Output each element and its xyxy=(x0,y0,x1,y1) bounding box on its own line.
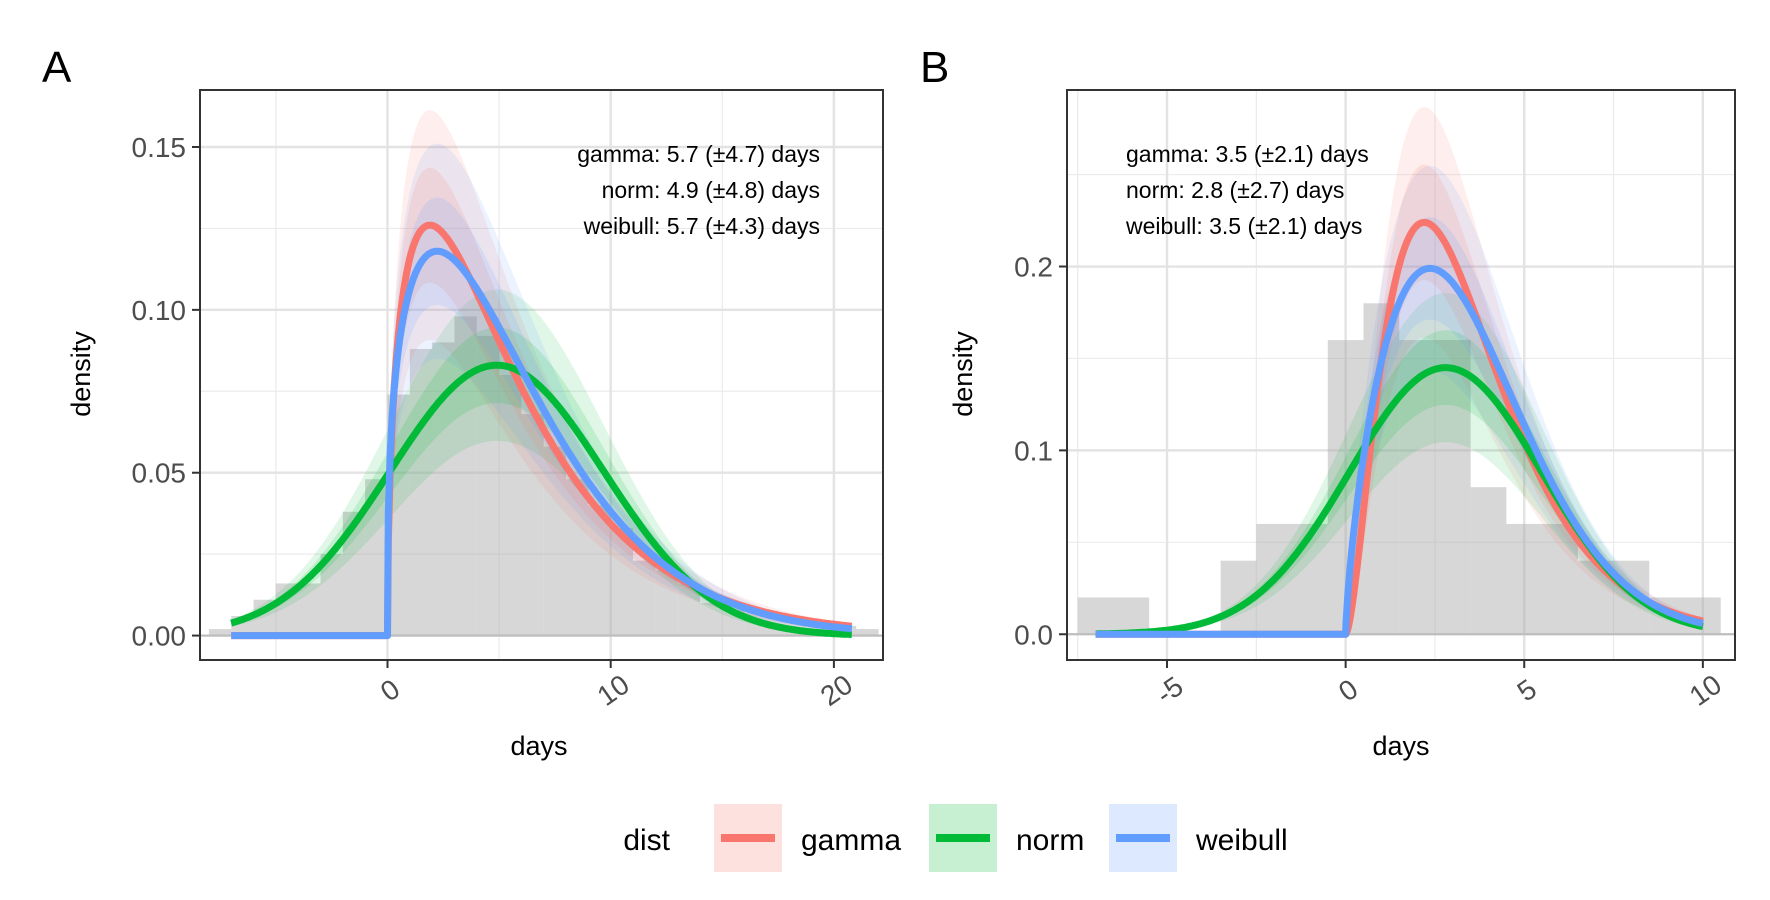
histogram-bar-17 xyxy=(588,505,611,636)
panel-b: B gamma: 3.5 (±2.1) days norm: 2.8 (±2.7)… xyxy=(920,43,1736,761)
histogram-bar-0 xyxy=(1077,597,1150,635)
histogram-bar-16 xyxy=(566,479,589,636)
plot-contents xyxy=(1067,90,1735,660)
y-tick-label: 0.05 xyxy=(132,458,187,489)
plot-contents xyxy=(200,90,883,660)
fit-annotation-2: weibull: 3.5 (±2.1) days xyxy=(1125,213,1362,239)
y-axis-label: density xyxy=(948,331,978,417)
x-tick-label: -5 xyxy=(1150,670,1188,710)
histogram-bar-14 xyxy=(521,414,544,636)
x-tick-label: 20 xyxy=(815,669,858,712)
y-tick-label: 0.15 xyxy=(132,132,187,163)
histogram-bar-7 xyxy=(365,479,388,636)
x-axis-label: days xyxy=(1372,731,1429,761)
fit-annotation-1: norm: 4.9 (±4.8) days xyxy=(602,177,820,203)
legend: dist gamma norm weibull xyxy=(623,804,1288,872)
histogram-bar-4 xyxy=(298,583,321,636)
histogram-bar-19 xyxy=(633,560,656,636)
histogram-bar-29 xyxy=(856,629,879,636)
ribbon-weibull-outer xyxy=(1095,165,1703,635)
histogram-bar-13 xyxy=(499,375,522,636)
x-axis-label: days xyxy=(510,731,567,761)
histogram-bar-8 xyxy=(1470,487,1507,635)
y-axis-label: density xyxy=(66,331,96,417)
series-line-weibull xyxy=(229,247,854,640)
histogram-bar-9 xyxy=(1506,523,1543,635)
histogram-bar-22 xyxy=(699,603,723,636)
histogram-bar-10 xyxy=(1542,523,1578,635)
legend-label-gamma: gamma xyxy=(801,824,901,857)
histogram-bar-7 xyxy=(1434,340,1471,635)
legend-label-norm: norm xyxy=(1016,824,1084,857)
legend-item-weibull: weibull xyxy=(1109,804,1288,872)
panel-border xyxy=(199,89,884,661)
y-tick-label: 0.1 xyxy=(1014,435,1053,466)
plot-area: gamma: 5.7 (±4.7) days norm: 4.9 (±4.8) d… xyxy=(132,89,884,712)
fit-annotation-2: weibull: 5.7 (±4.3) days xyxy=(583,213,820,239)
fit-annotation-0: gamma: 3.5 (±2.1) days xyxy=(1126,141,1369,167)
ribbon-norm-outer xyxy=(231,289,852,635)
ribbon-gamma-inner xyxy=(1095,164,1703,635)
histogram-bar-15 xyxy=(543,446,567,636)
legend-label-weibull: weibull xyxy=(1195,824,1288,857)
y-tick-label: 0.00 xyxy=(132,621,187,652)
fit-annotation-0: gamma: 5.7 (±4.7) days xyxy=(577,141,820,167)
x-tick-label: 10 xyxy=(592,669,635,712)
plot-area: gamma: 3.5 (±2.1) days norm: 2.8 (±2.7) d… xyxy=(1014,89,1736,712)
y-tick-label: 0.0 xyxy=(1014,619,1053,650)
histogram-bar-21 xyxy=(677,583,700,636)
histogram-bar-18 xyxy=(610,528,634,636)
x-tick-label: 5 xyxy=(1512,673,1543,707)
x-tick-label: 0 xyxy=(1333,673,1364,707)
histogram-bar-6 xyxy=(342,511,366,636)
ribbon-gamma-outer xyxy=(231,110,852,636)
panel-label: B xyxy=(920,43,949,92)
histogram-bar-20 xyxy=(655,570,678,636)
ribbon-weibull-inner xyxy=(231,197,852,636)
histogram-bar-5 xyxy=(320,554,343,636)
histogram-bar-10 xyxy=(432,342,455,636)
histogram-bar-12 xyxy=(476,335,500,636)
legend-title: dist xyxy=(623,824,670,857)
x-tick-label: 10 xyxy=(1684,669,1727,712)
panel-a: A gamma: 5.7 (±4.7) days norm: 4.9 (±4.8)… xyxy=(42,43,884,761)
legend-item-norm: norm xyxy=(929,804,1084,872)
panel-border xyxy=(1066,89,1736,661)
y-tick-label: 0.2 xyxy=(1014,252,1053,283)
fit-annotation-1: norm: 2.8 (±2.7) days xyxy=(1126,177,1344,203)
series-line-norm xyxy=(229,361,854,638)
histogram-bar-11 xyxy=(454,316,477,636)
histogram-bar-3 xyxy=(1292,523,1328,635)
series-line-weibull xyxy=(1094,264,1705,638)
legend-item-gamma: gamma xyxy=(714,804,901,872)
panel-label: A xyxy=(42,43,72,92)
histogram-bar-0 xyxy=(208,629,232,636)
x-tick-label: 0 xyxy=(375,673,406,707)
y-tick-label: 0.10 xyxy=(132,295,187,326)
